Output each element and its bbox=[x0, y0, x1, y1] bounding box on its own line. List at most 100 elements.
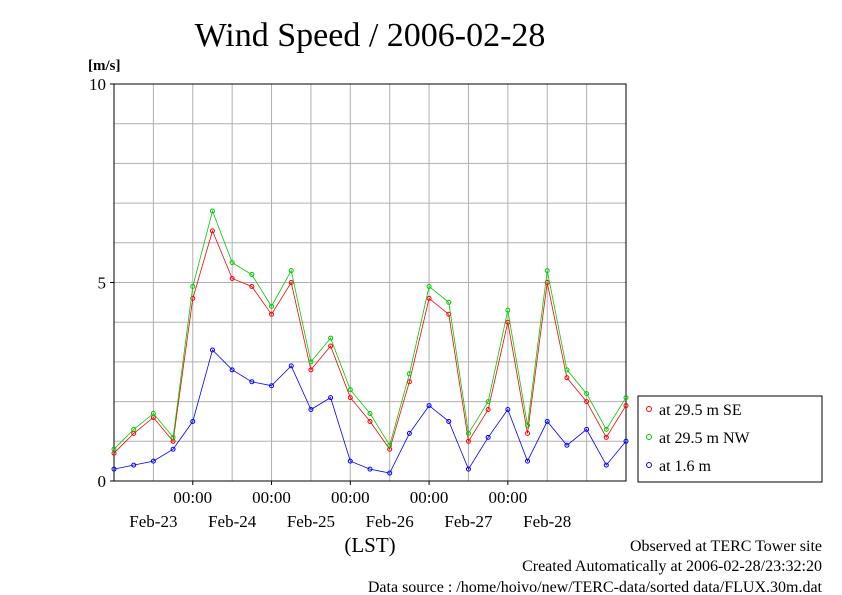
x-tick-time-label: 00:00 bbox=[252, 488, 291, 507]
data-point bbox=[229, 276, 235, 282]
data-point bbox=[387, 470, 393, 476]
chart-title: Wind Speed / 2006-02-28 bbox=[195, 17, 546, 54]
data-point bbox=[564, 442, 570, 448]
x-tick-time-label: 00:00 bbox=[488, 488, 527, 507]
data-point bbox=[229, 260, 235, 266]
data-point bbox=[584, 399, 590, 405]
x-axis-label: (LST) bbox=[344, 533, 395, 557]
data-point bbox=[209, 208, 215, 214]
data-point bbox=[308, 359, 314, 365]
data-point bbox=[249, 379, 255, 385]
data-point bbox=[544, 418, 550, 424]
y-tick-label: 0 bbox=[98, 472, 107, 491]
data-point bbox=[150, 411, 156, 417]
data-point bbox=[525, 458, 531, 464]
data-point bbox=[131, 462, 137, 468]
data-point bbox=[406, 430, 412, 436]
data-point bbox=[111, 446, 117, 452]
data-point bbox=[190, 418, 196, 424]
data-point bbox=[347, 395, 353, 401]
data-point bbox=[544, 268, 550, 274]
data-point bbox=[308, 367, 314, 373]
data-point bbox=[269, 311, 275, 317]
legend-marker bbox=[646, 434, 652, 440]
data-point bbox=[485, 434, 491, 440]
data-point bbox=[525, 422, 531, 428]
x-tick-date-label: Feb-25 bbox=[287, 512, 335, 531]
data-point bbox=[603, 434, 609, 440]
data-point bbox=[288, 363, 294, 369]
x-tick-date-label: Feb-28 bbox=[523, 512, 571, 531]
data-point bbox=[269, 303, 275, 309]
data-point bbox=[623, 395, 629, 401]
legend-marker bbox=[646, 406, 652, 412]
legend-label: at 29.5 m SE bbox=[659, 402, 742, 419]
data-point bbox=[347, 387, 353, 393]
data-point bbox=[485, 399, 491, 405]
data-point bbox=[111, 466, 117, 472]
series-group bbox=[111, 208, 629, 476]
data-point bbox=[170, 446, 176, 452]
legend-box bbox=[637, 395, 823, 483]
y-tick-label: 5 bbox=[98, 274, 107, 293]
created-note: Created Automatically at 2006-02-28/23:3… bbox=[522, 558, 822, 575]
y-axis-unit: [m/s] bbox=[88, 58, 121, 74]
data-point bbox=[426, 283, 432, 289]
legend-label: at 1.6 m bbox=[659, 458, 712, 475]
data-point bbox=[387, 442, 393, 448]
data-point bbox=[623, 403, 629, 409]
x-tick-date-label: Feb-24 bbox=[208, 512, 257, 531]
data-point bbox=[190, 283, 196, 289]
data-point bbox=[249, 272, 255, 278]
x-tick-date-label: Feb-23 bbox=[129, 512, 177, 531]
data-point bbox=[465, 466, 471, 472]
data-point bbox=[131, 426, 137, 432]
x-tick-time-label: 00:00 bbox=[410, 488, 449, 507]
data-point bbox=[367, 411, 373, 417]
data-point bbox=[328, 395, 334, 401]
data-point bbox=[328, 335, 334, 341]
series-line-2 bbox=[113, 349, 627, 474]
data-point bbox=[328, 343, 334, 349]
site-note: Observed at TERC Tower site bbox=[630, 538, 822, 555]
data-point bbox=[367, 466, 373, 472]
data-point bbox=[426, 403, 432, 409]
legend-marker bbox=[646, 462, 652, 468]
series-line-1 bbox=[113, 209, 627, 450]
data-point bbox=[269, 383, 275, 389]
data-point bbox=[170, 434, 176, 440]
data-point bbox=[584, 391, 590, 397]
data-point bbox=[584, 426, 590, 432]
data-point bbox=[347, 458, 353, 464]
data-point bbox=[505, 307, 511, 313]
data-point bbox=[209, 228, 215, 234]
x-axis: 00:00 00:00 00:00 00:00 00:00 Feb-23 Feb-24 Feb… bbox=[129, 481, 571, 531]
data-point bbox=[209, 347, 215, 353]
data-point bbox=[229, 367, 235, 373]
legend-label: at 29.5 m NW bbox=[659, 430, 751, 447]
x-tick-date-label: Feb-27 bbox=[444, 512, 493, 531]
grid bbox=[114, 84, 626, 481]
data-point bbox=[288, 280, 294, 285]
x-tick-time-label: 00:00 bbox=[331, 488, 370, 507]
data-point bbox=[406, 371, 412, 377]
data-point bbox=[150, 458, 156, 464]
data-point bbox=[426, 295, 432, 301]
source-note: Data source : /home/hoivo/new/TERC-data/… bbox=[368, 579, 823, 595]
data-point bbox=[505, 407, 511, 413]
data-point bbox=[465, 438, 471, 444]
data-point bbox=[623, 438, 629, 444]
data-point bbox=[603, 426, 609, 432]
data-point bbox=[367, 418, 373, 424]
data-point bbox=[564, 375, 570, 381]
data-point bbox=[525, 430, 531, 436]
data-point bbox=[485, 407, 491, 413]
y-tick-label: 10 bbox=[89, 75, 106, 94]
data-point bbox=[564, 367, 570, 373]
data-point bbox=[446, 299, 452, 305]
x-tick-time-label: 00:00 bbox=[173, 488, 212, 507]
data-point bbox=[446, 418, 452, 424]
data-point bbox=[603, 462, 609, 468]
y-axis: 0 5 10 bbox=[89, 75, 114, 491]
